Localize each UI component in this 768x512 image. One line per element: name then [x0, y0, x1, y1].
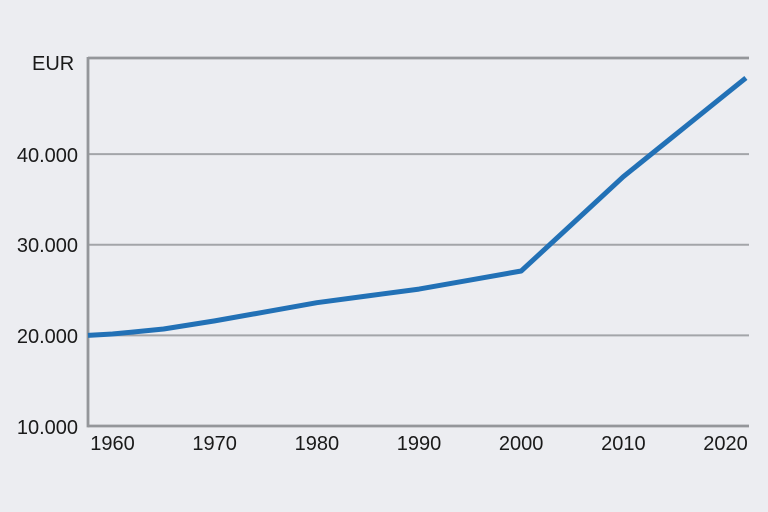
x-tick-label: 1980: [294, 433, 340, 455]
x-tick-label: 1990: [396, 433, 442, 455]
x-tick-label: 2010: [601, 433, 646, 455]
x-tick-label: 2000: [498, 433, 544, 455]
y-tick-label: 30.000: [16, 235, 78, 258]
data-line-series: [87, 75, 748, 338]
x-tick-label: 1970: [192, 433, 237, 455]
y-tick-label: 10.000: [16, 416, 78, 439]
y-tick-label: 20.000: [16, 325, 78, 348]
x-tick-label: 1960: [90, 433, 135, 455]
y-axis-unit-label: EUR: [32, 53, 75, 75]
y-tick-label: 40.000: [16, 144, 78, 167]
x-tick-label: 2020: [703, 433, 748, 455]
